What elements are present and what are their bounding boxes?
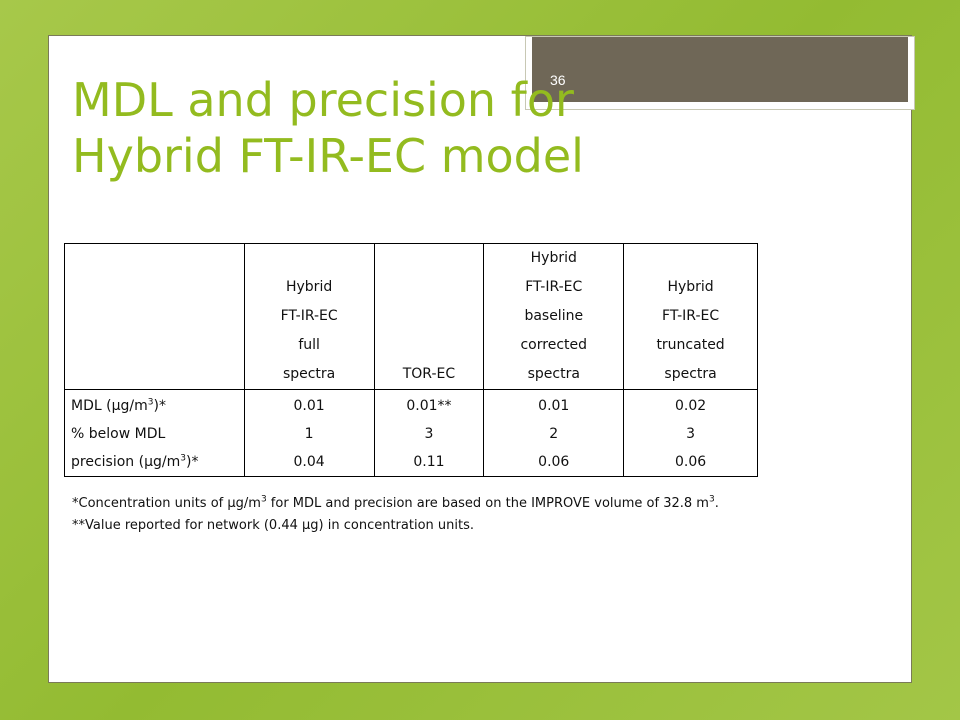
footnote-1: *Concentration units of μg/m3 for MDL an… [72,493,872,515]
row-labels-cell: MDL (μg/m3)* % below MDL precision (μg/m… [64,389,245,477]
label-text: g/m [153,454,181,470]
header-text: full [298,337,320,353]
footnote-text: g) in concentration units. [310,518,474,533]
page-number-tab-fill: 36 [532,37,908,102]
header-text: spectra [282,366,336,382]
header-cell-hybrid-full: Hybrid FT-IR-EC full spectra [243,243,375,390]
footnote-text: *Concentration units of [72,496,228,511]
superscript: 3 [708,494,715,505]
cell-value: 3 [686,426,696,442]
header-text: TOR-EC [402,366,456,382]
header-text: spectra [527,366,580,382]
table-cell: 0.01** 3 0.11 [373,389,485,477]
row-label-below-mdl: % below MDL [71,426,166,442]
cell-value: 0.06 [538,454,570,470]
header-text: baseline [524,308,584,324]
mu-symbol: μ [144,454,153,470]
header-text: Hybrid [530,250,577,266]
label-text: MDL ( [71,398,112,414]
footnote-text: . [714,496,719,511]
table-cell: 0.02 3 0.06 [623,389,758,477]
cell-value: 0.06 [674,454,707,470]
cell-value: 0.01** [406,398,452,414]
cell-value: 0.01 [293,398,325,414]
header-text: Hybrid [285,279,333,295]
cell-value: 0.04 [293,454,325,470]
table-cell: 0.01 2 0.06 [483,389,625,477]
footnotes: *Concentration units of μg/m3 for MDL an… [72,493,872,537]
label-text: precision ( [71,454,145,470]
mu-symbol: μ [302,518,311,533]
slide-title-line-1: MDL and precision for [72,73,574,127]
cell-value: 0.02 [674,398,707,414]
table-cell: 0.01 1 0.04 [243,389,375,477]
footnote-text: g/m [235,496,261,511]
header-cell-tor-ec: TOR-EC [373,243,485,390]
cell-value: 2 [549,426,559,442]
cell-value: 0.11 [413,454,445,470]
header-cell-hybrid-baseline: Hybrid FT-IR-EC baseline corrected spect… [483,243,625,390]
superscript: 3 [180,453,186,464]
superscript: 3 [147,397,154,408]
header-text: truncated [656,337,725,353]
page-number-tab: 36 [525,36,915,110]
table-header-row: Hybrid FT-IR-EC full spectra TOR-EC Hybr… [64,243,758,390]
superscript: 3 [260,494,267,505]
slide-title-line-2: Hybrid FT-IR-EC model [72,129,584,183]
label-text: g/m [120,398,148,414]
label-text: )* [185,454,199,470]
mu-symbol: μ [111,398,121,414]
header-text: corrected [520,337,588,353]
header-text: FT-IR-EC [280,308,338,324]
cell-value: 3 [424,426,434,442]
page-number: 36 [550,72,566,88]
footnote-2: **Value reported for network (0.44 μg) i… [72,515,872,537]
table-data-row: MDL (μg/m3)* % below MDL precision (μg/m… [64,389,758,477]
cell-value: 0.01 [538,398,570,414]
mu-symbol: μ [227,496,236,511]
header-text: Hybrid [667,279,714,295]
slide-title: MDL and precision for Hybrid FT-IR-EC mo… [72,72,752,184]
cell-value: 1 [304,426,314,442]
row-label-mdl: MDL (μg/m3)* [71,392,238,420]
row-label-precision: precision (μg/m3)* [71,448,238,476]
footnote-text: **Value reported for network (0.44 [72,518,303,533]
header-text: spectra [664,366,717,382]
header-cell-hybrid-truncated: Hybrid FT-IR-EC truncated spectra [623,243,758,390]
mdl-precision-table: Hybrid FT-IR-EC full spectra TOR-EC Hybr… [64,243,758,477]
header-text: FT-IR-EC [525,279,583,295]
footnote-text: for MDL and precision are based on the I… [266,496,709,511]
label-text: )* [153,398,166,414]
header-cell-empty [64,243,245,390]
header-text: FT-IR-EC [662,308,720,324]
